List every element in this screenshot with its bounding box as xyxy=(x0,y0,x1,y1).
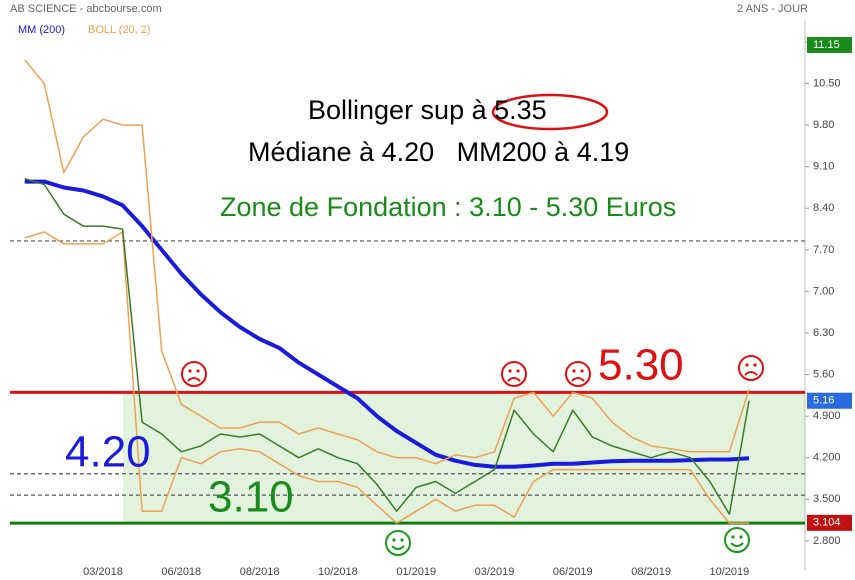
smiley xyxy=(738,355,764,381)
smiley-mouth xyxy=(507,377,521,382)
legend-entry: BOLL (20, 2) xyxy=(88,24,151,36)
x-tick-label: 03/2018 xyxy=(83,566,123,578)
zone xyxy=(123,392,805,524)
annotation: Zone de Fondation : 3.10 - 5.30 Euros xyxy=(220,192,676,222)
price-tag xyxy=(807,392,852,409)
smiley-eye xyxy=(731,535,735,539)
plot: 11.2010.509.809.108.407.707.006.305.604.… xyxy=(10,20,841,578)
y-tick-label: 7.70 xyxy=(813,244,834,256)
series-line xyxy=(24,231,749,524)
series-line xyxy=(24,179,750,469)
smiley-mouth xyxy=(187,377,201,382)
y-tick-label: 4.200 xyxy=(813,452,841,464)
smiley-eye xyxy=(580,369,584,373)
y-tick-label: 10.50 xyxy=(813,77,841,89)
smiley-eye xyxy=(745,363,749,367)
annotation: 3.10 xyxy=(208,473,294,522)
smiley-eye xyxy=(196,369,200,373)
x-tick-label: 10/2019 xyxy=(710,566,750,578)
price-tag xyxy=(807,514,852,531)
smiley-mouth xyxy=(730,542,744,547)
y-tick-label: 8.40 xyxy=(813,202,834,214)
price-tag xyxy=(807,36,852,53)
series-line xyxy=(24,177,750,515)
smileys xyxy=(181,355,764,556)
smiley-mouth xyxy=(391,545,405,550)
smiley xyxy=(181,361,207,387)
smiley-mouth xyxy=(744,371,758,376)
smiley-eye xyxy=(516,369,520,373)
price-tag-label: 3.104 xyxy=(813,517,841,529)
chart-title: AB SCIENCE - abcbourse.com xyxy=(10,3,162,15)
y-tick-label: 6.30 xyxy=(813,327,834,339)
smiley-eye xyxy=(392,538,396,542)
smiley xyxy=(501,361,527,387)
smiley-eye xyxy=(188,369,192,373)
smiley-eye xyxy=(400,538,404,542)
smiley xyxy=(385,530,411,556)
annotation: Médiane à 4.20 MM200 à 4.19 xyxy=(248,137,629,167)
annotation: 4.20 xyxy=(65,428,151,477)
x-tick-label: 01/2019 xyxy=(396,566,436,578)
y-tick-label: 4.900 xyxy=(813,410,841,422)
smiley-eye xyxy=(753,363,757,367)
highlight-ellipse xyxy=(491,93,609,131)
smiley-mouth xyxy=(571,377,585,382)
annotation: 5.30 xyxy=(598,341,684,390)
y-tick-label: 9.10 xyxy=(813,161,834,173)
x-tick-label: 06/2018 xyxy=(161,566,201,578)
y-tick-label: 3.500 xyxy=(813,493,841,505)
price-tag-label: 11.15 xyxy=(813,39,840,51)
smiley-eye xyxy=(508,369,512,373)
smiley xyxy=(724,527,750,553)
x-tick-label: 08/2018 xyxy=(240,566,280,578)
x-tick-label: 03/2019 xyxy=(475,566,515,578)
y-tick-label: 2.800 xyxy=(813,535,841,547)
x-tick-label: 06/2019 xyxy=(553,566,593,578)
smiley-eye xyxy=(739,535,743,539)
legend-entry: MM (200) xyxy=(18,24,65,36)
price-tag-label: 5.16 xyxy=(813,395,834,407)
y-tick-label: 7.00 xyxy=(813,285,834,297)
smiley xyxy=(565,361,591,387)
y-tick-label: 5.60 xyxy=(813,368,834,380)
smiley-eye xyxy=(572,369,576,373)
y-tick-label: 9.80 xyxy=(813,119,834,131)
chart-subtitle: 2 ANS - JOUR xyxy=(737,3,808,15)
x-tick-label: 08/2019 xyxy=(631,566,671,578)
x-tick-label: 10/2018 xyxy=(318,566,358,578)
series-line xyxy=(24,59,750,465)
annotation: Bollinger sup à 5.35 xyxy=(308,95,547,125)
